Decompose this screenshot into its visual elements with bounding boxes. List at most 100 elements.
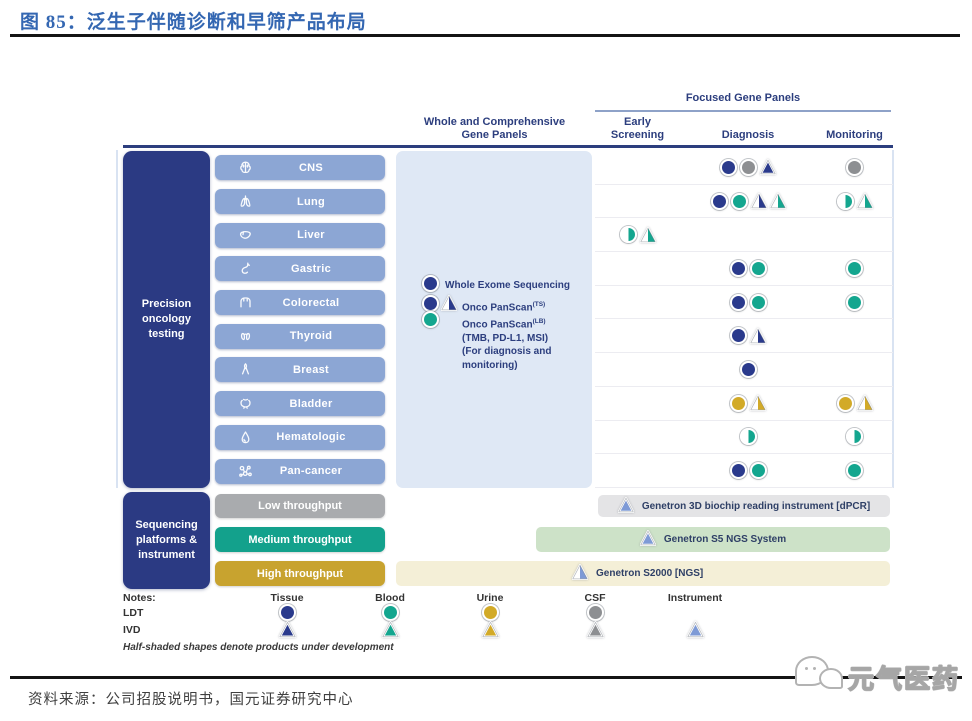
- pill-low-throughput: Low throughput: [215, 494, 385, 518]
- teal-circle-marker: [749, 462, 767, 480]
- navy-circle-marker: [729, 462, 747, 480]
- category-column: CNS Lung Liver Gastric Colorectal Thyroid Brea…: [215, 151, 385, 488]
- legend-col-blood: Blood: [350, 592, 430, 638]
- navy-circle-marker: [278, 604, 296, 621]
- marker-row-hematologic: [595, 421, 893, 455]
- header-diagnosis: Diagnosis: [721, 129, 775, 141]
- category-pill-gastric: Gastric: [215, 256, 385, 282]
- category-label: Lung: [296, 195, 326, 208]
- gray-circle-marker: [846, 158, 863, 176]
- category-row-hematologic: Hematologic: [215, 421, 385, 455]
- category-pill-colorectal: Colorectal: [215, 290, 385, 316]
- marker-row-pan-cancer: [595, 454, 893, 488]
- liver-icon: [237, 227, 254, 243]
- navy-circle-marker: [720, 158, 737, 176]
- category-label: Thyroid: [289, 330, 333, 343]
- navy-triangle-marker: [278, 621, 296, 638]
- marker-row-thyroid: [595, 319, 893, 354]
- navy-triangle-half-marker: [441, 295, 457, 311]
- cell-early-liver: [595, 218, 680, 251]
- header-early-screening: Early Screening: [610, 116, 665, 141]
- navy-circle-marker: [729, 259, 747, 277]
- cell-early-cns: [595, 151, 680, 184]
- cell-diagnosis-thyroid: [680, 319, 816, 352]
- source-line: 资料来源：公司招股说明书，国元证券研究中心: [28, 692, 354, 708]
- teal-circle-half-marker: [739, 428, 757, 446]
- onco-panscan-block: Onco PanScan(TS) Onco PanScan(LB) (TMB, …: [422, 294, 551, 372]
- onco-ts-circle-slot: [422, 294, 439, 317]
- teal-circle-marker: [730, 192, 748, 210]
- ribbon-icon: [237, 361, 254, 377]
- watermark-text: 元气医药: [847, 663, 961, 694]
- category-row-thyroid: Thyroid: [215, 319, 385, 353]
- drop-icon: [237, 429, 254, 445]
- wes-label: Whole Exome Sequencing: [445, 280, 571, 292]
- teal-circle-half-marker: [836, 192, 854, 210]
- marker-row-cns: [595, 151, 893, 185]
- navy-circle-marker: [422, 275, 439, 292]
- wes-marker-slot: [422, 275, 439, 297]
- header-whole-comprehensive: Whole and Comprehensive Gene Panels: [423, 116, 566, 141]
- instrument-label: Genetron 3D biochip reading instrument […: [641, 500, 871, 512]
- figure-title: 图 85：泛生子伴随诊断和早筛产品布局: [20, 12, 367, 33]
- cell-monitoring-lung: [816, 185, 893, 218]
- cell-early-pan-cancer: [595, 454, 680, 487]
- teal-triangle-half-marker: [769, 193, 786, 209]
- cell-monitoring-hematologic: [816, 421, 893, 454]
- whole-gene-panel-box: Whole Exome Sequencing Onco PanScan(TS) …: [396, 151, 592, 488]
- category-label: Hematologic: [276, 431, 346, 444]
- instrument-triangle-icon: [617, 496, 634, 516]
- category-label: Colorectal: [282, 296, 340, 309]
- cell-monitoring-gastric: [816, 252, 893, 285]
- category-label: Pan-cancer: [279, 465, 343, 478]
- navy-triangle-half-marker: [750, 327, 766, 344]
- gray-circle-marker: [740, 158, 757, 176]
- navy-triangle-half-marker: [750, 193, 767, 209]
- molecule-icon: [237, 463, 254, 479]
- pill-medium-throughput: Medium throughput: [215, 527, 385, 552]
- category-pill-pan-cancer: Pan-cancer: [215, 458, 385, 484]
- onco-line3: (TMB, PD-L1, MSI): [462, 332, 549, 344]
- cell-diagnosis-gastric: [680, 252, 816, 285]
- teal-circle-marker: [846, 293, 863, 311]
- legend-col-instrument: Instrument: [655, 592, 735, 638]
- ltblue-triangle-marker: [639, 530, 656, 546]
- thyroid-icon: [237, 328, 254, 344]
- instrument-label: Genetron S5 NGS System: [663, 534, 787, 545]
- navy-circle-marker: [710, 192, 728, 210]
- teal-circle-marker: [846, 462, 863, 480]
- cell-diagnosis-cns: [680, 151, 816, 184]
- bladder-icon: [237, 395, 254, 411]
- legend-ivd-label: IVD: [123, 624, 141, 636]
- legend-col-header: CSF: [584, 592, 606, 604]
- legend-ldt-marker: [555, 604, 635, 621]
- marker-row-bladder: [595, 387, 893, 421]
- category-row-lung: Lung: [215, 185, 385, 219]
- category-pill-bladder: Bladder: [215, 391, 385, 417]
- marker-row-colorectal: [595, 286, 893, 320]
- legend-col-csf: CSF: [555, 592, 635, 638]
- sidebar-sequencing-platforms: Sequencing platforms & instrument: [123, 492, 210, 589]
- marker-grid: [595, 151, 893, 488]
- navy-circle-marker: [730, 327, 747, 345]
- navy-circle-marker: [739, 360, 757, 378]
- legend-ldt-label: LDT: [123, 607, 144, 619]
- teal-circle-marker: [749, 259, 767, 277]
- category-pill-thyroid: Thyroid: [215, 323, 385, 349]
- legend-ivd-marker: [350, 621, 430, 638]
- category-row-colorectal: Colorectal: [215, 286, 385, 320]
- legend-col-header: Instrument: [667, 592, 723, 604]
- cell-diagnosis-bladder: [680, 387, 816, 420]
- category-label: CNS: [298, 161, 324, 174]
- cell-early-bladder: [595, 387, 680, 420]
- legend-notes-label: Notes:: [123, 592, 156, 604]
- teal-triangle-marker: [381, 621, 399, 638]
- category-row-gastric: Gastric: [215, 252, 385, 286]
- onco-line1: Onco PanScan(TS): [462, 301, 546, 314]
- onco-lb-circle-slot: [422, 311, 439, 333]
- gold-circle-marker: [836, 394, 854, 412]
- onco-lb-sup: (LB): [532, 317, 546, 325]
- gray-triangle-marker: [586, 621, 604, 638]
- legend-halfshade-note: Half-shaded shapes denote products under…: [123, 642, 394, 653]
